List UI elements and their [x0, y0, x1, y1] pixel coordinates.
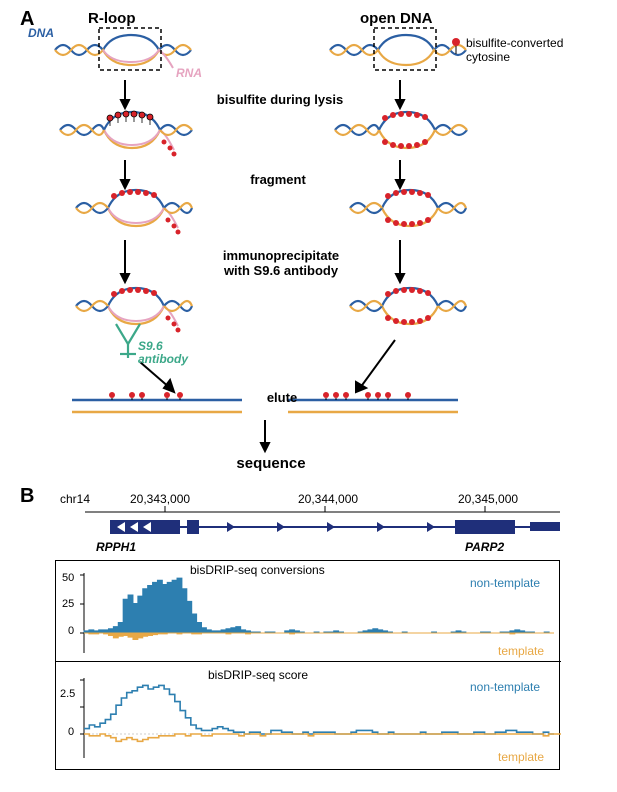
- chart2-title: bisDRIP-seq score: [208, 668, 308, 682]
- chart2-template-label: template: [498, 750, 544, 764]
- chr-label: chr14: [60, 492, 90, 506]
- step-sequence: sequence: [226, 455, 316, 472]
- chart2-ytick-25: 2.5: [60, 688, 75, 700]
- chart1-template-label: template: [498, 644, 544, 658]
- step-ip: immunoprecipitate with S9.6 antibody: [196, 248, 366, 278]
- step-fragment: fragment: [218, 172, 338, 187]
- antibody-label: S9.6 antibody: [138, 340, 188, 366]
- chart1-ytick-25: 25: [62, 598, 74, 610]
- coord-3: 20,345,000: [458, 492, 518, 506]
- chart2-ytick-0: 0: [68, 726, 74, 738]
- legend-text: bisulfite-converted cytosine: [466, 36, 596, 64]
- step-bisulfite: bisulfite during lysis: [200, 92, 360, 107]
- chart1-ytick-0: 0: [68, 625, 74, 637]
- coord-1: 20,343,000: [130, 492, 190, 506]
- chart1-ytick-50: 50: [62, 572, 74, 584]
- panel-b-label: B: [20, 485, 34, 508]
- coord-2: 20,344,000: [298, 492, 358, 506]
- charts-container: [55, 560, 560, 770]
- gene-left: RPPH1: [96, 540, 136, 554]
- chart1-nontemplate-label: non-template: [470, 576, 540, 590]
- step-elute: elute: [252, 390, 312, 405]
- chart1-title: bisDRIP-seq conversions: [190, 563, 325, 577]
- gene-right: PARP2: [465, 540, 504, 554]
- chart2-nontemplate-label: non-template: [470, 680, 540, 694]
